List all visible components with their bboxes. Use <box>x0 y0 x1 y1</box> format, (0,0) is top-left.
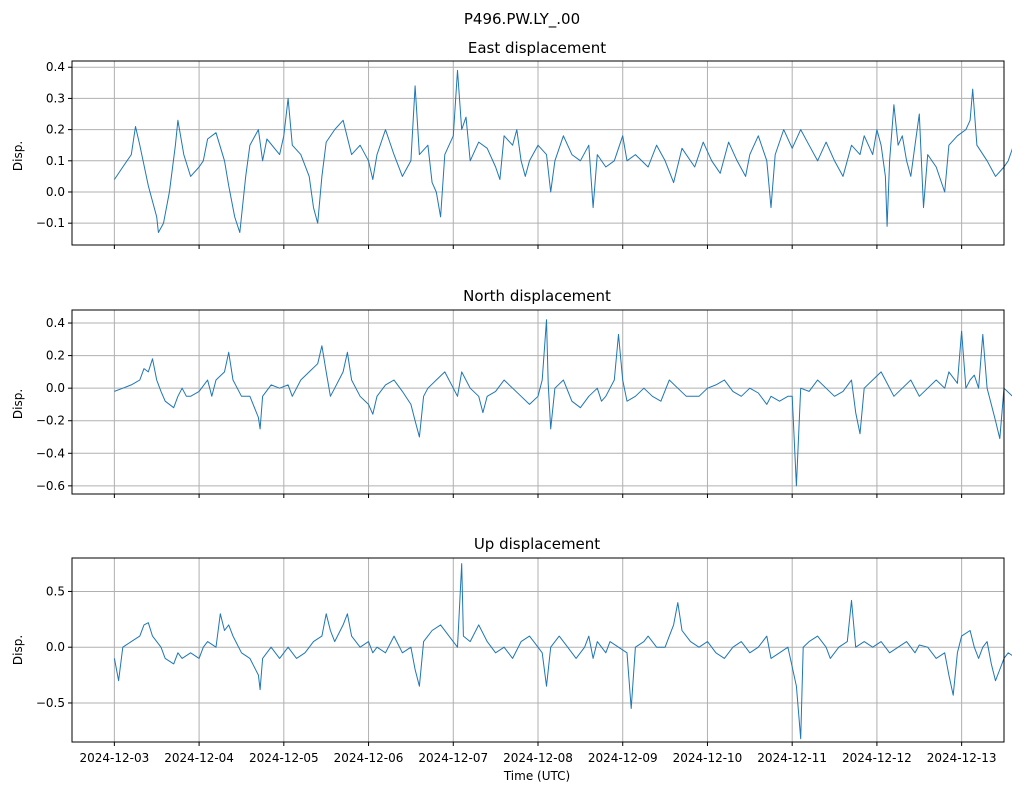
east-ytick-label: 0.1 <box>46 154 65 168</box>
north-grid <box>72 310 1004 494</box>
north-title: North displacement <box>463 287 611 305</box>
east-grid <box>72 61 1004 245</box>
east-ytick-label: 0.0 <box>46 185 65 199</box>
x-tick-label: 2024-12-05 <box>249 751 319 765</box>
north-ytick-label: −0.4 <box>36 446 65 460</box>
east-line <box>113 69 1012 233</box>
up-panel: Up displacement Disp. −0.5 0.0 0.5 2024-12… <box>11 535 1012 765</box>
up-ytick-label: 0.0 <box>46 640 65 654</box>
east-yticks: −0.1 0.0 0.1 0.2 0.3 0.4 <box>36 60 72 230</box>
x-axis-label: Time (UTC) <box>503 769 570 783</box>
x-tick-label: 2024-12-11 <box>757 751 827 765</box>
east-ylabel: Disp. <box>11 141 25 171</box>
up-title: Up displacement <box>474 535 600 553</box>
up-frame <box>71 557 1005 743</box>
north-panel: North displacement Disp. −0.6 −0.4 −0.2 0.0… <box>11 287 1012 498</box>
x-tick-label: 2024-12-12 <box>842 751 912 765</box>
up-ylabel: Disp. <box>11 635 25 665</box>
north-ytick-label: 0.4 <box>46 316 65 330</box>
north-frame <box>71 309 1005 495</box>
figure-title: P496.PW.LY_.00 <box>464 10 580 29</box>
up-series <box>113 563 1012 740</box>
north-ytick-label: 0.2 <box>46 349 65 363</box>
east-frame <box>71 60 1005 246</box>
north-series <box>114 319 1012 487</box>
x-tick-label: 2024-12-10 <box>673 751 743 765</box>
east-title: East displacement <box>468 39 606 57</box>
north-ytick-label: 0.0 <box>46 381 65 395</box>
x-tick-label: 2024-12-03 <box>79 751 149 765</box>
north-ylabel: Disp. <box>11 389 25 419</box>
east-panel: East displacement Disp. −0.1 0.0 0.1 0.2 0.3… <box>11 39 1012 249</box>
north-xticks <box>113 494 963 498</box>
x-tick-label: 2024-12-08 <box>503 751 573 765</box>
north-ytick-label: −0.6 <box>36 479 65 493</box>
up-line <box>113 563 1012 740</box>
east-ytick-label: −0.1 <box>36 216 65 230</box>
x-tick-label: 2024-12-13 <box>927 751 997 765</box>
north-line <box>114 319 1012 487</box>
x-tick-label: 2024-12-09 <box>588 751 658 765</box>
up-xticks: 2024-12-03 2024-12-04 2024-12-05 2024-12-06… <box>79 742 997 765</box>
east-ytick-label: 0.4 <box>46 60 65 74</box>
north-yticks: −0.6 −0.4 −0.2 0.0 0.2 0.4 <box>36 316 72 493</box>
x-tick-label: 2024-12-07 <box>418 751 488 765</box>
east-ytick-label: 0.3 <box>46 91 65 105</box>
up-ytick-label: −0.5 <box>36 696 65 710</box>
x-tick-label: 2024-12-04 <box>164 751 234 765</box>
up-yticks: −0.5 0.0 0.5 <box>36 584 72 710</box>
x-tick-label: 2024-12-06 <box>334 751 404 765</box>
east-ytick-label: 0.2 <box>46 123 65 137</box>
east-xticks <box>113 245 963 249</box>
up-grid <box>72 558 1004 742</box>
east-series <box>113 69 1012 233</box>
up-ytick-label: 0.5 <box>46 584 65 598</box>
north-ytick-label: −0.2 <box>36 414 65 428</box>
